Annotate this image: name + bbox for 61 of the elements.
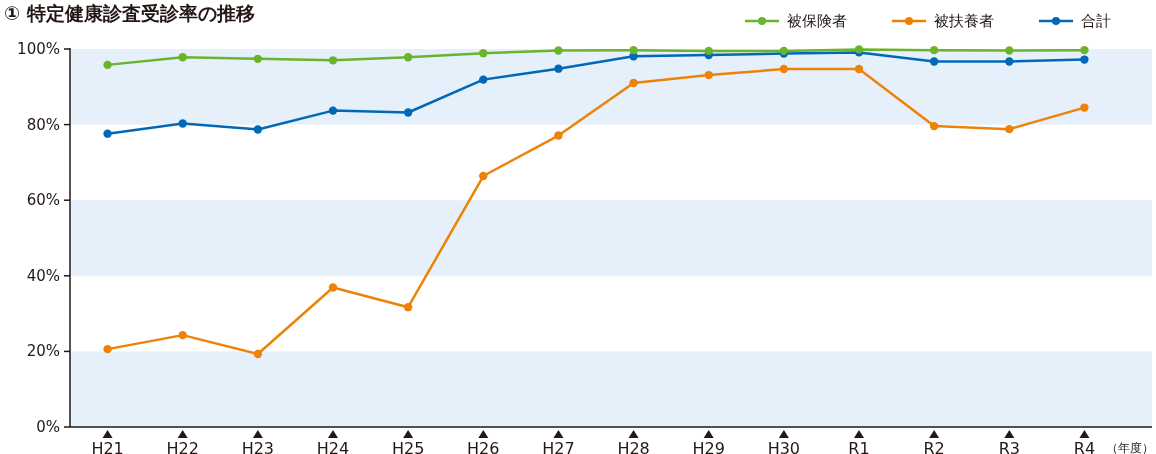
x-tick-label: H22 <box>166 439 199 454</box>
point <box>1005 57 1014 66</box>
point <box>1005 124 1014 134</box>
point <box>178 53 187 62</box>
point <box>403 302 413 312</box>
point <box>103 344 112 354</box>
y-tick-label: 20% <box>26 342 60 361</box>
x-tick-label: H29 <box>692 439 725 454</box>
point <box>328 283 338 292</box>
point <box>253 349 263 359</box>
point <box>854 64 864 74</box>
point <box>479 75 488 84</box>
point <box>103 60 112 70</box>
point <box>554 46 563 55</box>
x-tick-label: R2 <box>923 439 945 454</box>
point <box>479 48 488 58</box>
legend-label: 合計 <box>1081 12 1111 30</box>
point <box>103 129 112 138</box>
x-tick-label: H23 <box>241 439 275 454</box>
point <box>328 56 338 65</box>
point <box>929 121 939 131</box>
point <box>403 108 413 117</box>
y-tick-label: 60% <box>26 191 60 210</box>
x-tick-label: H21 <box>91 439 124 454</box>
legend-label: 被扶養者 <box>934 12 994 30</box>
point <box>704 70 713 80</box>
x-tick-label: H26 <box>467 439 500 454</box>
legend-label: 被保険者 <box>787 12 847 30</box>
x-tick-label: R4 <box>1073 439 1096 454</box>
x-tick-label: H24 <box>316 439 350 454</box>
point <box>554 64 563 73</box>
x-tick-label: R1 <box>848 439 870 454</box>
point <box>328 106 338 115</box>
point <box>779 64 789 74</box>
point <box>403 53 413 62</box>
x-tick-label: H25 <box>391 439 425 454</box>
x-tick-label: H27 <box>542 439 575 454</box>
x-tick-label: R3 <box>998 439 1020 454</box>
point <box>479 171 488 181</box>
y-tick-label: 100% <box>17 40 60 58</box>
point <box>629 78 638 88</box>
point <box>554 131 563 140</box>
point <box>629 45 638 55</box>
chart-title: ① 特定健康診査受診率の推移 <box>4 2 255 24</box>
point <box>704 46 713 56</box>
point <box>1080 55 1089 64</box>
x-axis-title: （年度） <box>1106 441 1154 454</box>
point <box>1080 45 1089 55</box>
point <box>253 54 263 64</box>
point <box>929 57 939 66</box>
x-tick-label: H28 <box>617 439 650 454</box>
point <box>178 119 187 128</box>
point <box>253 125 263 134</box>
y-tick-label: 0% <box>36 418 60 436</box>
y-tick-label: 40% <box>26 266 60 285</box>
point <box>929 45 939 55</box>
y-tick-label: 80% <box>26 115 60 134</box>
x-tick-label: H30 <box>767 439 801 454</box>
point <box>178 330 187 340</box>
point <box>1005 46 1014 55</box>
point <box>1080 103 1089 112</box>
